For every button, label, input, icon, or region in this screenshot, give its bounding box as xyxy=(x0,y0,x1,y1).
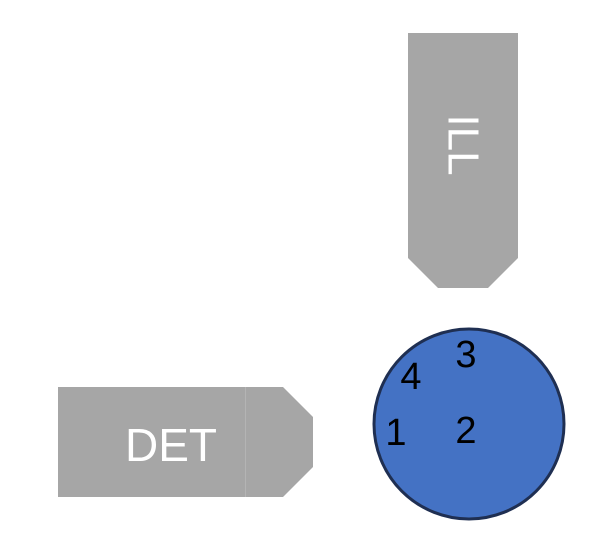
position-label-1: 1 xyxy=(385,412,406,454)
detection-arrow-shape xyxy=(58,387,313,497)
detection-arrow: DET xyxy=(58,387,313,497)
position-label-2: 2 xyxy=(455,410,476,452)
position-label-3: 3 xyxy=(455,334,476,376)
sample-disc xyxy=(372,327,566,521)
position-label-4: 4 xyxy=(400,356,421,398)
illumination-arrow-shape xyxy=(408,33,518,288)
sample-circle: 1 2 3 4 xyxy=(372,327,566,521)
illumination-arrow-label: ILL xyxy=(439,114,488,175)
illumination-arrow: ILL xyxy=(408,33,518,288)
detection-arrow-label: DET xyxy=(125,419,217,471)
